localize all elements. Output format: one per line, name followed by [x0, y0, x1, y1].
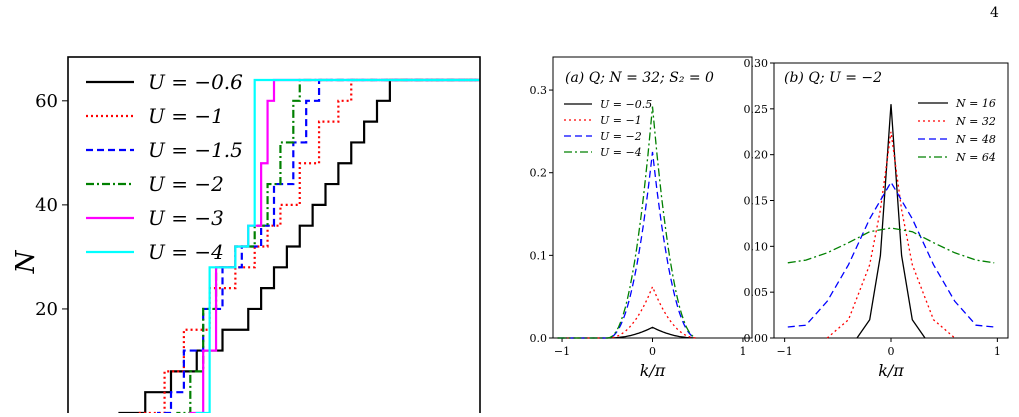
panel-a-frame	[552, 56, 753, 339]
left-series-line-0	[118, 78, 480, 413]
panel-a-y-tick-label-2: 0.2	[530, 167, 548, 180]
panel-b-y-tick-label-5: 0.25	[744, 103, 769, 116]
panel-b-series-line-1	[826, 131, 956, 339]
left-y-tick-label-1: 40	[35, 195, 58, 216]
panel-b-series-line-0	[856, 104, 926, 339]
left-plot-area	[118, 78, 480, 413]
panel-a: −1 0 1 0.0 0.1 0.2 0.3 k/π (a) Q; N = 32; S₂ = 0…	[530, 56, 753, 380]
left-legend-label-1: U = −1	[148, 104, 224, 128]
panel-a-legend-label-2: U = −2	[600, 130, 642, 143]
panel-b-y-tick-label-3: 0.15	[744, 195, 769, 208]
left-legend-label-2: U = −1.5	[148, 138, 243, 162]
panel-b-x-tick-label-2: 1	[994, 345, 1001, 358]
panel-b-title: (b) Q; U = −2	[784, 70, 882, 86]
left-legend-label-4: U = −3	[148, 206, 224, 230]
left-legend: U = −0.6 U = −1 U = −1.5 U = −2 U = −3 U = −4	[86, 70, 243, 264]
left-series-line-3	[176, 78, 480, 413]
left-y-tick-label-0: 20	[35, 299, 58, 320]
panel-a-series-line-2	[557, 151, 696, 339]
panel-a-x-axis-label: k/π	[640, 361, 666, 380]
panel-a-x-tick-label-0: −1	[554, 345, 570, 358]
panel-b-legend-label-1: N = 32	[955, 115, 996, 128]
left-legend-label-3: U = −2	[148, 172, 224, 196]
panel-a-y-tick-label-3: 0.3	[530, 84, 548, 97]
panel-a-legend-label-0: U = −0.5	[600, 98, 652, 111]
panel-a-series-line-3	[557, 106, 696, 339]
left-y-axis-label: N	[11, 249, 41, 274]
left-frame	[67, 56, 481, 417]
panel-b-y-tick-label-4: 0.20	[744, 149, 769, 162]
left-y-tick-label-2: 60	[35, 91, 58, 112]
panel-a-legend-label-1: U = −1	[600, 114, 642, 127]
panel-a-y-tick-label-1: 0.1	[530, 249, 548, 262]
panel-b-y-tick-label-0: 0.00	[744, 332, 769, 345]
panel-b-series-line-3	[787, 227, 995, 264]
panel-b-x-tick-label-1: 0	[888, 345, 895, 358]
panel-a-legend-label-3: U = −4	[600, 146, 642, 159]
panel-b-x-tick-label-0: −1	[777, 345, 793, 358]
left-legend-label-0: U = −0.6	[148, 70, 243, 94]
left-legend-label-5: U = −4	[148, 240, 224, 264]
panel-b: −1 0 1 0.00 0.05 0.10 0.15 0.20 0.25 0.30 k/π (b) Q…	[744, 57, 1009, 380]
page-number: 4	[990, 5, 999, 21]
left-series-line-4	[189, 78, 480, 413]
panel-b-series-line-2	[787, 180, 995, 328]
panel-a-x-tick-label-1: 0	[649, 345, 656, 358]
left-series-line-5	[195, 78, 480, 413]
panel-b-legend-label-2: N = 48	[955, 133, 996, 146]
panel-b-x-axis-label: k/π	[878, 361, 904, 380]
panel-a-x-tick-label-2: 1	[739, 345, 746, 358]
panel-b-y-tick-label-2: 0.10	[744, 240, 769, 253]
panel-a-series-line-0	[557, 326, 696, 339]
panel-b-y-tick-label-6: 0.30	[744, 57, 769, 70]
panel-b-y-tick-label-1: 0.05	[744, 286, 769, 299]
panel-b-legend-label-0: N = 16	[955, 97, 996, 110]
panel-a-y-tick-label-0: 0.0	[530, 332, 548, 345]
panel-a-series-line-1	[557, 285, 696, 339]
panel-b-legend-label-3: N = 64	[955, 151, 996, 164]
panel-a-title: (a) Q; N = 32; S₂ = 0	[565, 70, 714, 86]
